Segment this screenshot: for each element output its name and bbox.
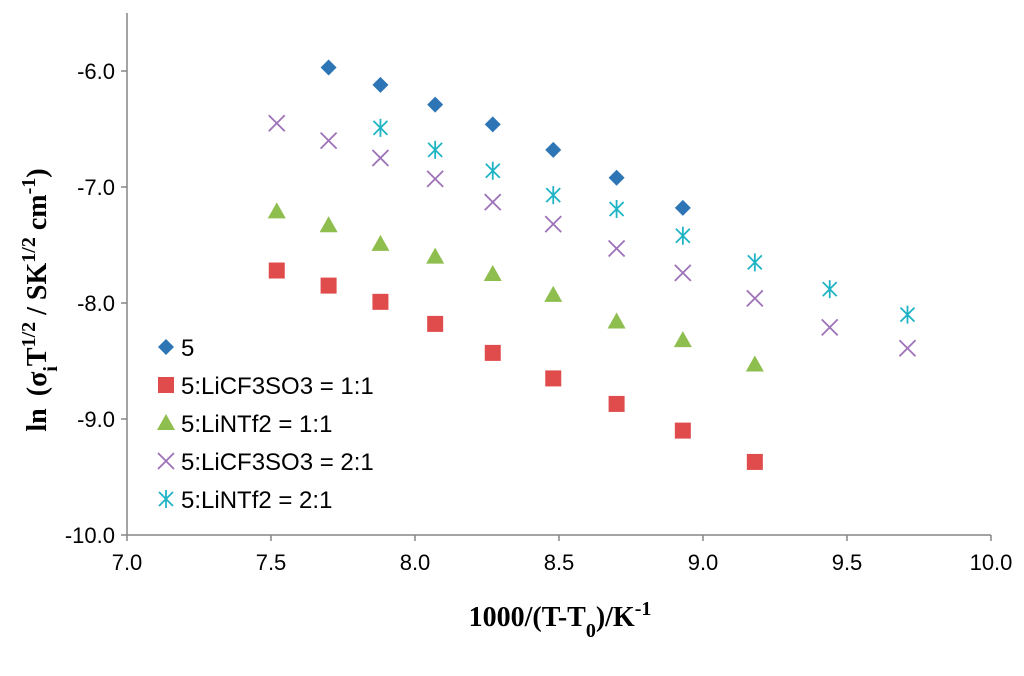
y-tick-label: -6.0 bbox=[77, 59, 115, 84]
legend-marker bbox=[157, 452, 175, 470]
data-point bbox=[675, 226, 691, 245]
data-point bbox=[608, 169, 625, 186]
x-axis-title: 1000/(T-T0)/K-1 bbox=[469, 598, 652, 642]
legend-marker bbox=[158, 339, 174, 355]
legend-marker bbox=[158, 377, 174, 393]
data-point bbox=[427, 140, 443, 159]
series-2 bbox=[267, 202, 764, 372]
data-point bbox=[545, 186, 561, 205]
series-3 bbox=[268, 114, 917, 357]
data-point bbox=[320, 277, 337, 294]
data-point bbox=[545, 370, 562, 387]
legend-item: 5:LiNTf2 = 1:1 bbox=[157, 411, 332, 438]
data-point bbox=[372, 118, 389, 137]
data-point bbox=[371, 234, 390, 251]
data-point bbox=[674, 199, 691, 216]
x-tick-label: 9.5 bbox=[832, 550, 863, 575]
data-point bbox=[319, 131, 338, 150]
x-tick-label: 8.0 bbox=[400, 550, 431, 575]
data-point bbox=[545, 141, 562, 158]
data-points bbox=[267, 59, 917, 470]
data-point bbox=[426, 170, 444, 188]
x-tick-label: 7.0 bbox=[112, 550, 143, 575]
x-tick-label: 7.5 bbox=[256, 550, 287, 575]
y-tick-label: -8.0 bbox=[77, 291, 115, 316]
legend-marker bbox=[158, 490, 174, 508]
legend-marker bbox=[157, 414, 175, 430]
data-point bbox=[372, 293, 389, 310]
legend-label: 5:LiNTf2 = 2:1 bbox=[181, 487, 332, 514]
legend-label: 5 bbox=[181, 335, 194, 362]
data-point bbox=[608, 200, 625, 219]
data-point bbox=[745, 355, 764, 372]
data-point bbox=[674, 422, 691, 439]
series-1 bbox=[268, 262, 763, 470]
data-point bbox=[607, 312, 626, 329]
data-point bbox=[319, 216, 338, 233]
y-axis-title: ln(σiT1/2 / SK1/2 cm-1) bbox=[18, 168, 62, 431]
legend-label: 5:LiCF3SO3 = 1:1 bbox=[181, 373, 374, 400]
data-point bbox=[898, 339, 917, 357]
legend-item: 5:LiNTf2 = 2:1 bbox=[158, 487, 332, 514]
x-tick-label: 8.5 bbox=[544, 550, 575, 575]
data-point bbox=[268, 114, 286, 132]
data-point bbox=[484, 344, 501, 361]
data-point bbox=[746, 453, 763, 470]
data-point bbox=[544, 285, 563, 302]
data-point bbox=[484, 193, 502, 211]
data-point bbox=[746, 289, 764, 307]
data-point bbox=[427, 96, 444, 113]
data-point bbox=[608, 395, 625, 412]
data-point bbox=[821, 318, 839, 336]
legend-label: 5:LiCF3SO3 = 2:1 bbox=[181, 449, 374, 476]
y-tick-label: -9.0 bbox=[77, 407, 115, 432]
data-point bbox=[899, 305, 916, 324]
y-tick-label: -7.0 bbox=[77, 175, 115, 200]
data-point bbox=[544, 215, 562, 233]
x-ticks: 7.0 7.5 8.0 8.5 9.0 9.5 10.0 bbox=[112, 535, 1013, 575]
data-point bbox=[426, 247, 445, 264]
data-point bbox=[371, 149, 390, 167]
x-tick-label: 10.0 bbox=[970, 550, 1013, 575]
legend-item: 5:LiCF3SO3 = 1:1 bbox=[158, 373, 374, 400]
series-4 bbox=[372, 118, 916, 324]
data-point bbox=[484, 116, 501, 133]
legend-item: 5:LiCF3SO3 = 2:1 bbox=[157, 449, 374, 476]
data-point bbox=[485, 161, 501, 180]
series-0 bbox=[320, 59, 691, 216]
y-ticks: -6.0 -7.0 -8.0 -9.0 -10.0 bbox=[65, 59, 127, 548]
data-point bbox=[673, 331, 692, 348]
data-point bbox=[674, 264, 692, 282]
data-point bbox=[268, 262, 285, 279]
data-point bbox=[483, 265, 502, 281]
x-tick-label: 9.0 bbox=[688, 550, 719, 575]
data-point bbox=[747, 253, 763, 272]
data-point bbox=[372, 76, 389, 93]
y-tick-label: -10.0 bbox=[65, 523, 115, 548]
data-point bbox=[427, 315, 444, 332]
legend-label: 5:LiNTf2 = 1:1 bbox=[181, 411, 332, 438]
data-point bbox=[607, 239, 626, 258]
legend-item: 5 bbox=[158, 335, 194, 362]
legend: 5 5:LiCF3SO3 = 1:1 5:LiNTf2 = 1:1 5:LiCF3SO… bbox=[157, 335, 374, 514]
data-point bbox=[267, 202, 286, 219]
data-point bbox=[822, 280, 838, 299]
data-point bbox=[320, 59, 337, 76]
